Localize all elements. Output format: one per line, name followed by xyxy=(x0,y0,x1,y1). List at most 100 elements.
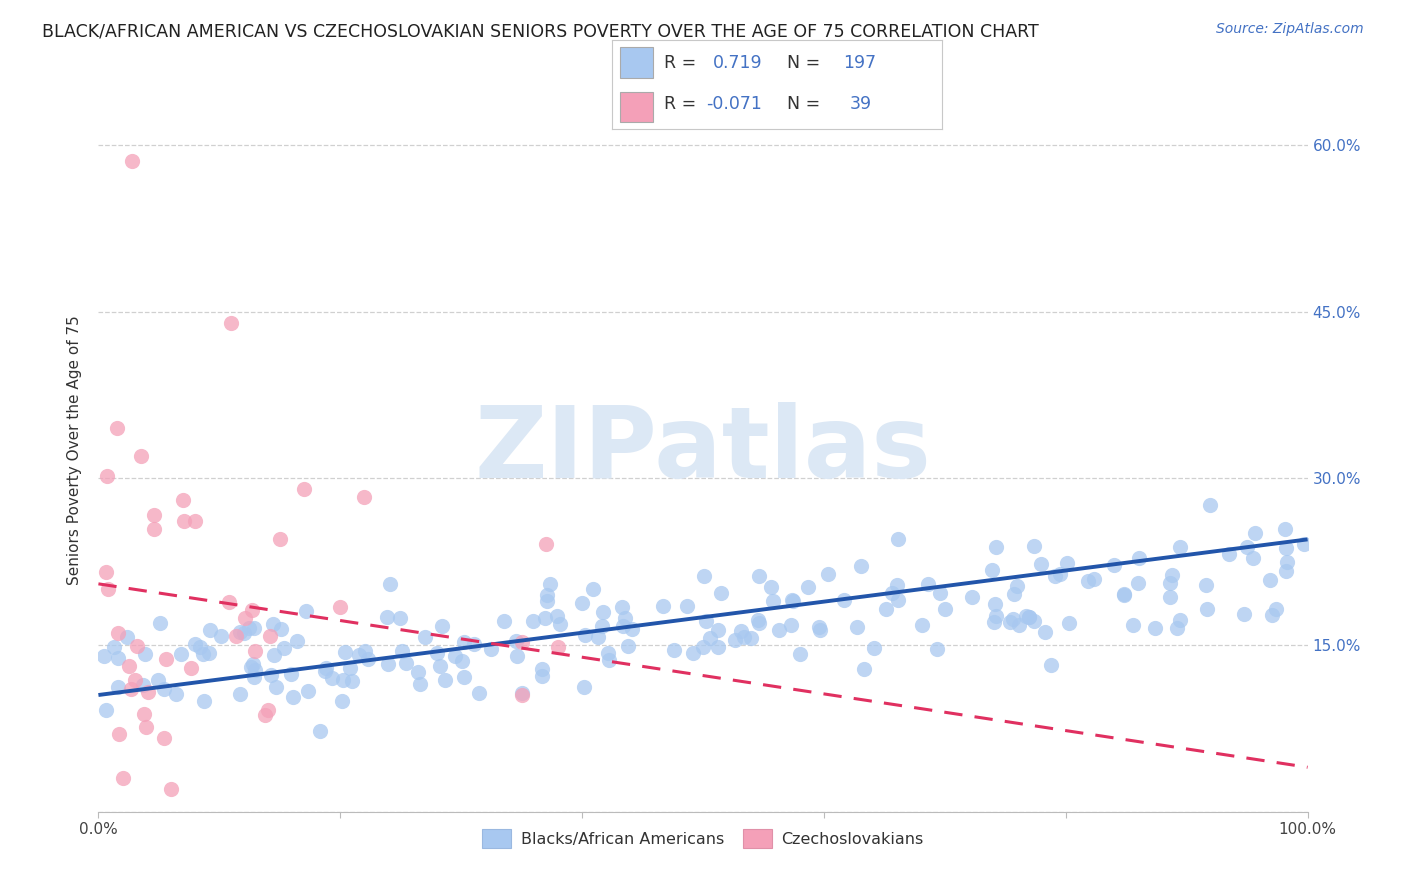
Point xyxy=(115,630,138,644)
Point xyxy=(183,514,205,528)
Point xyxy=(321,671,343,685)
Point xyxy=(225,629,247,643)
Point xyxy=(1236,540,1258,554)
Point xyxy=(155,652,177,666)
Point xyxy=(612,619,634,633)
Point xyxy=(380,577,402,591)
Point xyxy=(111,772,134,786)
Point xyxy=(153,681,176,696)
Point xyxy=(1160,568,1182,582)
Point xyxy=(394,656,416,670)
Point xyxy=(245,644,267,658)
Point xyxy=(1128,551,1150,566)
Point xyxy=(934,602,956,616)
Text: N =: N = xyxy=(787,95,825,113)
Point xyxy=(610,599,633,614)
Point xyxy=(928,585,950,599)
Point xyxy=(998,615,1021,629)
Point xyxy=(426,646,449,660)
Point xyxy=(1112,587,1135,601)
Point xyxy=(172,493,194,508)
Point xyxy=(1168,541,1191,555)
Point xyxy=(1261,608,1284,623)
Point xyxy=(463,637,485,651)
Point xyxy=(391,643,413,657)
Point xyxy=(1014,609,1036,624)
Point xyxy=(96,703,118,717)
Point xyxy=(706,623,728,637)
Point xyxy=(797,580,820,594)
Point xyxy=(349,648,371,662)
Point xyxy=(1056,556,1078,570)
Point xyxy=(429,659,451,673)
Point xyxy=(1244,526,1267,541)
Point xyxy=(880,586,903,600)
Point xyxy=(1277,555,1299,569)
Point xyxy=(297,684,319,698)
Point xyxy=(748,616,770,631)
Point xyxy=(1018,610,1040,624)
Text: 197: 197 xyxy=(844,54,876,72)
Point xyxy=(1218,547,1240,561)
Point xyxy=(707,640,730,655)
Point xyxy=(925,641,948,656)
Point xyxy=(981,563,1004,577)
Point xyxy=(107,626,129,640)
Point xyxy=(1128,575,1150,590)
Point xyxy=(547,640,569,654)
Point xyxy=(536,588,558,602)
Point xyxy=(730,624,752,638)
Point xyxy=(280,667,302,681)
Point xyxy=(1195,578,1218,592)
Point xyxy=(243,621,266,635)
Point xyxy=(165,687,187,701)
Point xyxy=(1241,550,1264,565)
Text: N =: N = xyxy=(787,54,825,72)
Point xyxy=(1083,573,1105,587)
Point xyxy=(789,648,811,662)
Point xyxy=(762,594,785,608)
Point xyxy=(340,673,363,688)
Point xyxy=(1199,499,1222,513)
Point xyxy=(329,600,352,615)
Point xyxy=(118,659,141,673)
Point xyxy=(180,661,202,675)
Point xyxy=(468,686,491,700)
Point xyxy=(243,670,266,684)
Point xyxy=(851,559,873,574)
Point xyxy=(191,647,214,661)
Point xyxy=(107,651,129,665)
Point xyxy=(780,593,803,607)
Point xyxy=(443,649,465,664)
Point xyxy=(259,629,281,643)
Point xyxy=(960,590,983,604)
Point xyxy=(266,680,288,694)
Point xyxy=(132,706,155,721)
Point xyxy=(591,619,613,633)
Point xyxy=(233,611,256,625)
Point xyxy=(582,582,605,596)
Point xyxy=(1159,590,1181,604)
Point xyxy=(723,632,745,647)
Point xyxy=(1001,612,1024,626)
Point xyxy=(911,618,934,632)
Point xyxy=(574,628,596,642)
Point xyxy=(832,593,855,607)
Point xyxy=(103,640,125,655)
Point xyxy=(1265,602,1288,616)
Point xyxy=(1166,621,1188,635)
Point xyxy=(1195,601,1218,615)
Point xyxy=(221,316,243,330)
Point xyxy=(652,599,675,614)
Point xyxy=(695,614,717,628)
Point xyxy=(780,618,803,632)
Point xyxy=(1002,587,1025,601)
Point xyxy=(759,581,782,595)
Text: BLACK/AFRICAN AMERICAN VS CZECHOSLOVAKIAN SENIORS POVERTY OVER THE AGE OF 75 COR: BLACK/AFRICAN AMERICAN VS CZECHOSLOVAKIA… xyxy=(42,22,1039,40)
Point xyxy=(887,533,910,547)
Point xyxy=(120,682,142,697)
Point xyxy=(142,508,165,522)
Point xyxy=(538,577,561,591)
Point xyxy=(138,685,160,699)
Point xyxy=(1005,579,1028,593)
